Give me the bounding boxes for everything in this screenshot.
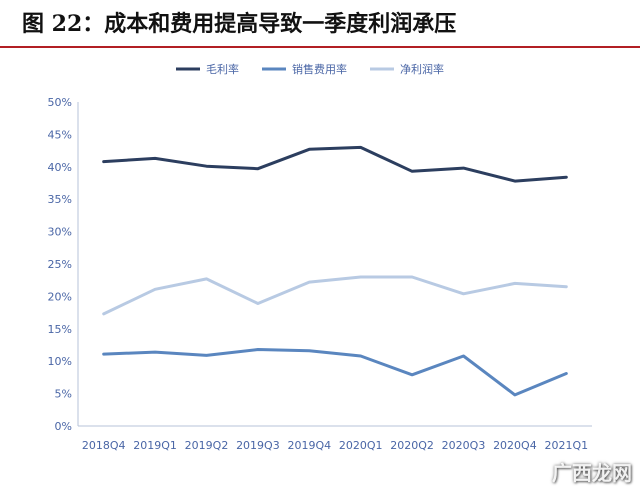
y-tick-label: 15% (48, 323, 72, 336)
series-line-2 (102, 348, 568, 397)
x-tick-label: 2018Q4 (82, 439, 126, 452)
x-tick-label: 2019Q4 (287, 439, 331, 452)
x-tick-label: 2020Q1 (339, 439, 383, 452)
x-tick-labels: 2018Q4 2019Q1 2019Q2 2019Q3 2019Q4 2020Q1 2020… (82, 439, 588, 452)
chart-area: 毛利率 销售费用率 净利润率 0% 5% 10% 15% 20% 25% 30% 35% 40% 45… (0, 48, 640, 492)
y-tick-label: 10% (48, 355, 72, 368)
legend-label: 毛利率 (206, 62, 239, 76)
x-tick-label: 2019Q3 (236, 439, 280, 452)
x-tick-label: 2020Q3 (442, 439, 486, 452)
y-tick-label: 20% (48, 290, 72, 303)
x-tick-label: 2019Q2 (185, 439, 229, 452)
y-tick-label: 45% (48, 128, 72, 141)
series-line-3 (102, 275, 568, 316)
watermark: 广西龙网 (552, 461, 632, 485)
series-lines (102, 145, 568, 397)
y-tick-label: 40% (48, 161, 72, 174)
title-bar: 图 22：成本和费用提高导致一季度利润承压 (0, 0, 640, 48)
x-tick-label: 2020Q2 (390, 439, 434, 452)
legend: 毛利率 销售费用率 净利润率 (176, 62, 444, 76)
y-tick-label: 0% (55, 420, 72, 433)
series-line-1 (102, 145, 568, 183)
y-tick-labels: 0% 5% 10% 15% 20% 25% 30% 35% 40% 45% 50% (48, 96, 72, 433)
legend-label: 销售费用率 (292, 62, 347, 76)
chart-title: 图 22：成本和费用提高导致一季度利润承压 (22, 11, 457, 37)
y-tick-label: 5% (55, 388, 72, 401)
y-tick-label: 35% (48, 193, 72, 206)
y-tick-label: 50% (48, 96, 72, 109)
x-tick-label: 2020Q4 (493, 439, 537, 452)
y-tick-label: 30% (48, 226, 72, 239)
x-tick-label: 2021Q1 (544, 439, 588, 452)
legend-label: 净利润率 (400, 62, 444, 76)
y-tick-label: 25% (48, 258, 72, 271)
line-chart: 毛利率 销售费用率 净利润率 0% 5% 10% 15% 20% 25% 30% 35% 40% 45… (48, 62, 592, 452)
x-tick-label: 2019Q1 (133, 439, 177, 452)
